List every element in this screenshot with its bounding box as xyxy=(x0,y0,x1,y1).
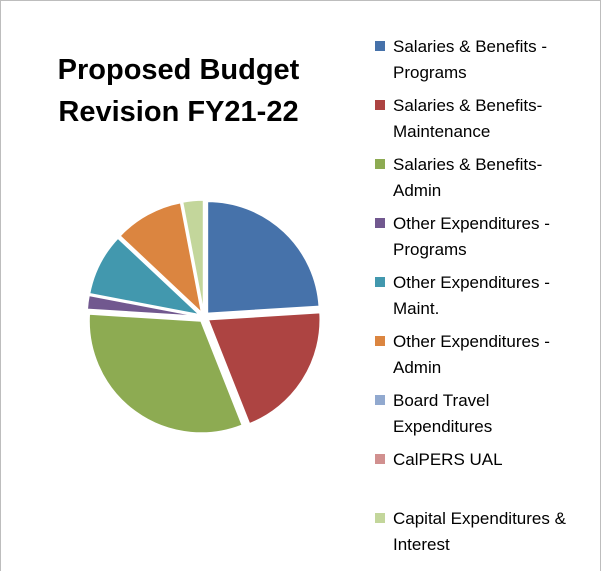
pie-slice xyxy=(207,311,321,425)
legend-swatch xyxy=(375,100,385,110)
pie-slice xyxy=(118,201,203,315)
legend-item: Salaries & Benefits - Programs xyxy=(375,34,590,93)
legend-swatch xyxy=(375,218,385,228)
legend-swatch xyxy=(375,159,385,169)
legend-label: Other Expenditures - Admin xyxy=(393,332,550,377)
legend-item: Salaries & Benefits-Admin xyxy=(375,152,590,211)
legend-label: Board Travel Expenditures xyxy=(393,391,493,436)
legend-label: Salaries & Benefits-Maintenance xyxy=(393,96,543,141)
legend-item: Other Expenditures - Maint. xyxy=(375,270,590,329)
legend-swatch xyxy=(375,395,385,405)
legend-item: Capital Expenditures & Interest xyxy=(375,506,590,565)
pie-slice xyxy=(88,237,202,316)
legend-swatch xyxy=(375,336,385,346)
legend-item: Other Expenditures - Programs xyxy=(375,211,590,270)
legend-item: Other Expenditures - Admin xyxy=(375,329,590,388)
legend-swatch xyxy=(375,41,385,51)
legend-label: Salaries & Benefits - Programs xyxy=(393,37,548,82)
pie-slice xyxy=(88,313,244,434)
legend-item: Board Travel Expenditures xyxy=(375,388,590,447)
legend-label: CalPERS UAL xyxy=(393,450,503,469)
chart-title: Proposed Budget Revision FY21-22 xyxy=(57,54,300,128)
legend-swatch xyxy=(375,513,385,523)
legend: Salaries & Benefits - Programs Salaries &… xyxy=(375,34,590,565)
pie-slice xyxy=(181,199,205,313)
legend-label: Salaries & Benefits-Admin xyxy=(393,155,543,200)
legend-label: Other Expenditures - Maint. xyxy=(393,273,550,318)
legend-item: CalPERS UAL xyxy=(375,447,590,506)
legend-label: Capital Expenditures & Interest xyxy=(393,509,566,554)
pie xyxy=(86,199,321,434)
legend-label: Other Expenditures - Programs xyxy=(393,214,550,259)
pie-slice xyxy=(86,294,200,318)
legend-swatch xyxy=(375,454,385,464)
legend-swatch xyxy=(375,277,385,287)
pie-slice xyxy=(206,200,320,315)
legend-item: Salaries & Benefits-Maintenance xyxy=(375,93,590,152)
